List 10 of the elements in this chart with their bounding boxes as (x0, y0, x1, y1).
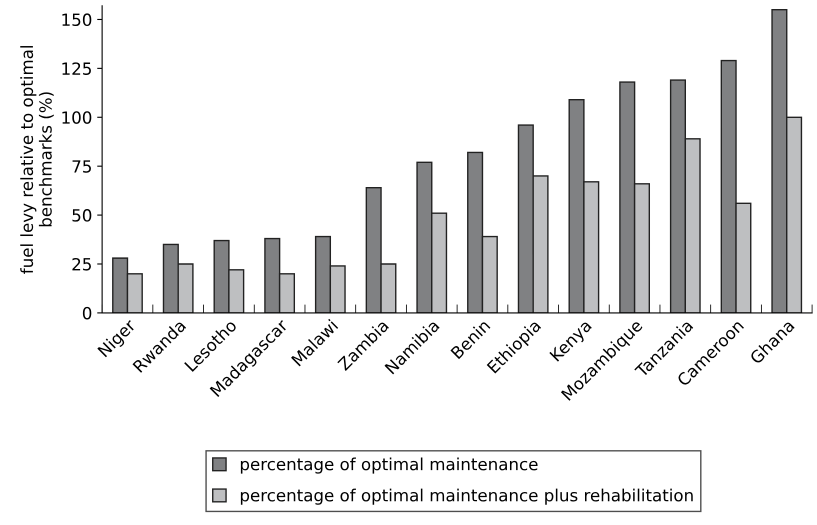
legend-label: percentage of optimal maintenance plus rehabilitation (240, 488, 693, 505)
y-tick-label: 125 (62, 62, 91, 75)
y-tick-label: 150 (62, 13, 92, 26)
y-tick-label: 50 (72, 209, 92, 222)
y-tick-label: 100 (62, 111, 92, 124)
y-axis-title: fuel levy relative to optimal benchmarks (%) (20, 46, 54, 274)
y-tick-label: 75 (72, 160, 91, 173)
y-tick-label: 25 (72, 258, 91, 271)
legend-label: percentage of optimal maintenance (240, 457, 538, 474)
y-tick-label: 0 (82, 306, 92, 320)
